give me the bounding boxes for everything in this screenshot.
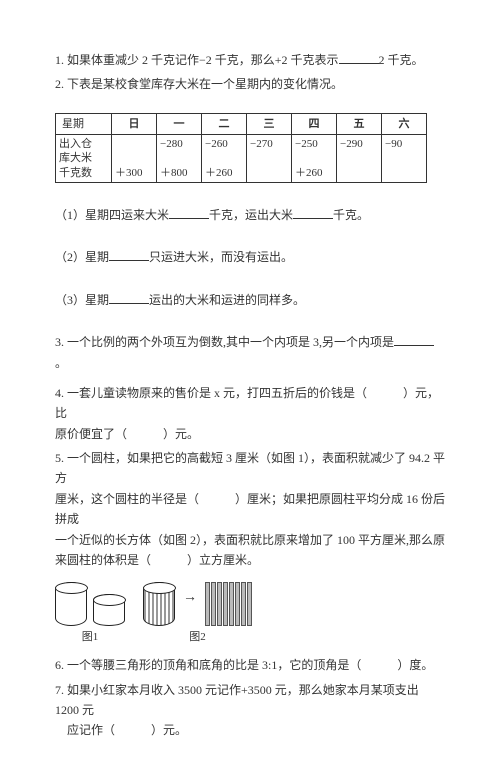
day-fri: 五 xyxy=(337,113,382,134)
q2-2-pre: （2）星期 xyxy=(55,250,109,264)
cell-thu: −250 ＋260 xyxy=(292,135,337,183)
cell-bot: ＋260 xyxy=(205,167,233,179)
cell-bot: ＋260 xyxy=(295,167,323,179)
q4-l2: 原价便宜了（ ）元。 xyxy=(55,427,199,441)
question-6: 6. 一个等腰三角形的顶角和底角的比是 3:1，它的顶角是（ ）度。 xyxy=(55,655,445,675)
cell-top: −290 xyxy=(340,138,363,150)
day-sat: 六 xyxy=(382,113,427,134)
question-2-3: （3）星期 运出的大米和运进的同样多。 xyxy=(55,290,445,310)
q2-3-blank[interactable] xyxy=(109,291,149,304)
cell-mon: −280 ＋800 xyxy=(157,135,202,183)
day-mon: 一 xyxy=(157,113,202,134)
day-tue: 二 xyxy=(202,113,247,134)
q5-l3: 一个近似的长方体（如图 2），表面积就比原来增加了 100 平方厘米,那么原 xyxy=(55,533,445,547)
row-label-line: 出入仓 xyxy=(59,138,92,150)
q2-1-suf: 千克。 xyxy=(333,208,369,222)
q5-l4: 来圆柱的体积是（ ）立方厘米。 xyxy=(55,553,259,567)
cell-top: −90 xyxy=(385,138,402,150)
q4-blank-a[interactable] xyxy=(367,386,403,400)
table-header-row: 星期 日 一 二 三 四 五 六 xyxy=(56,113,427,134)
q1-prefix: 1. 如果体重减少 2 千克记作−2 千克，那么+2 千克表示 xyxy=(55,53,339,67)
question-3: 3. 一个比例的两个外项互为倒数,其中一个内项是 3,另一个内项是。 xyxy=(55,332,445,373)
q2-1-blank-a[interactable] xyxy=(169,206,209,219)
question-4: 4. 一套儿童读物原来的售价是 x 元，打四五折后的价钱是（ ）元，比 原价便宜… xyxy=(55,383,445,444)
figure-2-caption: 图2 xyxy=(143,628,252,647)
q2-1-mid: 千克，运出大米 xyxy=(209,208,293,222)
figure-1-caption: 图1 xyxy=(55,628,125,647)
q2-3-suf: 运出的大米和运进的同样多。 xyxy=(149,293,305,307)
q1-suffix: 2 千克。 xyxy=(379,53,424,67)
q2-3-pre: （3）星期 xyxy=(55,293,109,307)
cell-bot: ＋800 xyxy=(160,167,188,179)
table-data-row: 出入仓 库大米 千克数 ＋300 −280＋800 −260＋260 −270 … xyxy=(56,135,427,183)
cell-top: −260 xyxy=(205,138,228,150)
q7-l2: 应记作（ ）元。 xyxy=(55,723,187,737)
q2-1-blank-b[interactable] xyxy=(293,206,333,219)
row-label: 出入仓 库大米 千克数 xyxy=(56,135,112,183)
day-wed: 三 xyxy=(247,113,292,134)
cell-wed: −270 xyxy=(247,135,292,183)
header-label: 星期 xyxy=(56,113,112,134)
q6-blank[interactable] xyxy=(361,658,397,672)
cuboid-bars-icon xyxy=(205,582,252,626)
cylinder-sliced-icon xyxy=(143,582,175,626)
day-thu: 四 xyxy=(292,113,337,134)
figure-row: 图1 → 图2 xyxy=(55,582,445,647)
q3-blank[interactable] xyxy=(394,333,434,346)
cell-bot: ＋300 xyxy=(115,167,143,179)
q2-2-blank[interactable] xyxy=(109,248,149,261)
cell-top: −280 xyxy=(160,138,183,150)
row-label-line: 千克数 xyxy=(59,167,92,179)
question-2-1: （1）星期四运来大米 千克，运出大米 千克。 xyxy=(55,205,445,225)
figure-1: 图1 xyxy=(55,582,125,647)
cell-sun: ＋300 xyxy=(112,135,157,183)
cell-sat: −90 xyxy=(382,135,427,183)
arrow-right-icon: → xyxy=(179,586,201,624)
q1-blank[interactable] xyxy=(339,51,379,64)
q3-suf: 。 xyxy=(55,356,67,370)
q5-l2: 厘米，这个圆柱的半径是（ ）厘米；如果把原圆柱平均分成 16 份后拼成 xyxy=(55,492,445,526)
question-2-2: （2）星期 只运进大米，而没有运出。 xyxy=(55,247,445,267)
question-5: 5. 一个圆柱，如果把它的高截短 3 厘米（如图 1），表面积就减少了 94.2… xyxy=(55,448,445,570)
rice-table: 星期 日 一 二 三 四 五 六 出入仓 库大米 千克数 ＋300 −280 ＋8… xyxy=(55,113,427,183)
q2-2-suf: 只运进大米，而没有运出。 xyxy=(149,250,293,264)
cell-top: −250 xyxy=(295,138,318,150)
cell-fri: −290 xyxy=(337,135,382,183)
q4-l1-pre: 4. 一套儿童读物原来的售价是 x 元，打四五折后的价钱是（ xyxy=(55,386,367,400)
cylinder-tall-icon xyxy=(55,582,87,626)
cell-top: −270 xyxy=(250,138,273,150)
day-sun: 日 xyxy=(112,113,157,134)
cell-tue: −260 ＋260 xyxy=(202,135,247,183)
q2-1-pre: （1）星期四运来大米 xyxy=(55,208,169,222)
q5-l1: 5. 一个圆柱，如果把它的高截短 3 厘米（如图 1），表面积就减少了 94.2… xyxy=(55,451,445,485)
question-2-intro: 2. 下表是某校食堂库存大米在一个星期内的变化情况。 xyxy=(55,74,445,94)
question-7: 7. 如果小红家本月收入 3500 元记作+3500 元，那么她家本月某项支出 … xyxy=(55,680,445,741)
q6-pre: 6. 一个等腰三角形的顶角和底角的比是 3:1，它的顶角是（ xyxy=(55,658,361,672)
q3-pre: 3. 一个比例的两个外项互为倒数,其中一个内项是 3,另一个内项是 xyxy=(55,335,394,349)
q6-suf: ）度。 xyxy=(397,658,433,672)
q7-l1: 7. 如果小红家本月收入 3500 元记作+3500 元，那么她家本月某项支出 … xyxy=(55,683,419,717)
figure-2: → 图2 xyxy=(143,582,252,647)
row-label-line: 库大米 xyxy=(59,152,92,164)
cylinder-short-icon xyxy=(93,594,125,626)
question-1: 1. 如果体重减少 2 千克记作−2 千克，那么+2 千克表示 2 千克。 xyxy=(55,50,445,70)
